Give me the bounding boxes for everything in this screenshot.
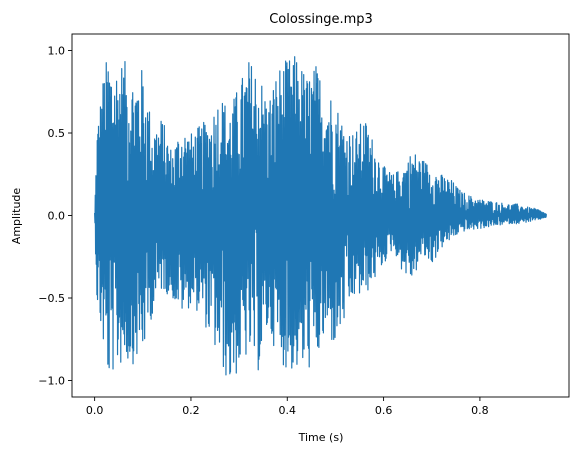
y-tick: 0.5 — [48, 127, 72, 140]
x-tick: 0.4 — [279, 397, 297, 417]
y-tick-label: 1.0 — [48, 45, 66, 58]
chart-title: Colossinge.mp3 — [269, 12, 373, 27]
plot-area — [71, 33, 570, 398]
y-tick-label: 0.5 — [48, 127, 66, 140]
y-tick: −0.5 — [38, 292, 72, 305]
x-tick-label: 0.6 — [375, 404, 393, 417]
x-tick: 0.0 — [86, 397, 104, 417]
x-tick: 0.6 — [375, 397, 393, 417]
x-tick: 0.2 — [182, 397, 200, 417]
x-tick: 0.8 — [471, 397, 489, 417]
x-tick-label: 0.4 — [279, 404, 297, 417]
x-tick-label: 0.2 — [182, 404, 200, 417]
x-axis: 0.0 0.2 0.4 0.6 0.8 — [86, 397, 489, 417]
x-tick-label: 0.0 — [86, 404, 104, 417]
y-axis: −1.0 −0.5 0.0 0.5 1.0 — [38, 45, 72, 388]
x-tick-label: 0.8 — [471, 404, 489, 417]
y-axis-label: Amplitude — [10, 188, 23, 245]
y-tick-label: 0.0 — [48, 210, 66, 223]
waveform-line — [94, 56, 547, 376]
y-tick: −1.0 — [38, 375, 72, 388]
y-tick-label: −0.5 — [38, 292, 65, 305]
y-tick: 0.0 — [48, 210, 72, 223]
y-tick-label: −1.0 — [38, 375, 65, 388]
y-tick: 1.0 — [48, 45, 72, 58]
x-axis-label: Time (s) — [298, 431, 344, 444]
